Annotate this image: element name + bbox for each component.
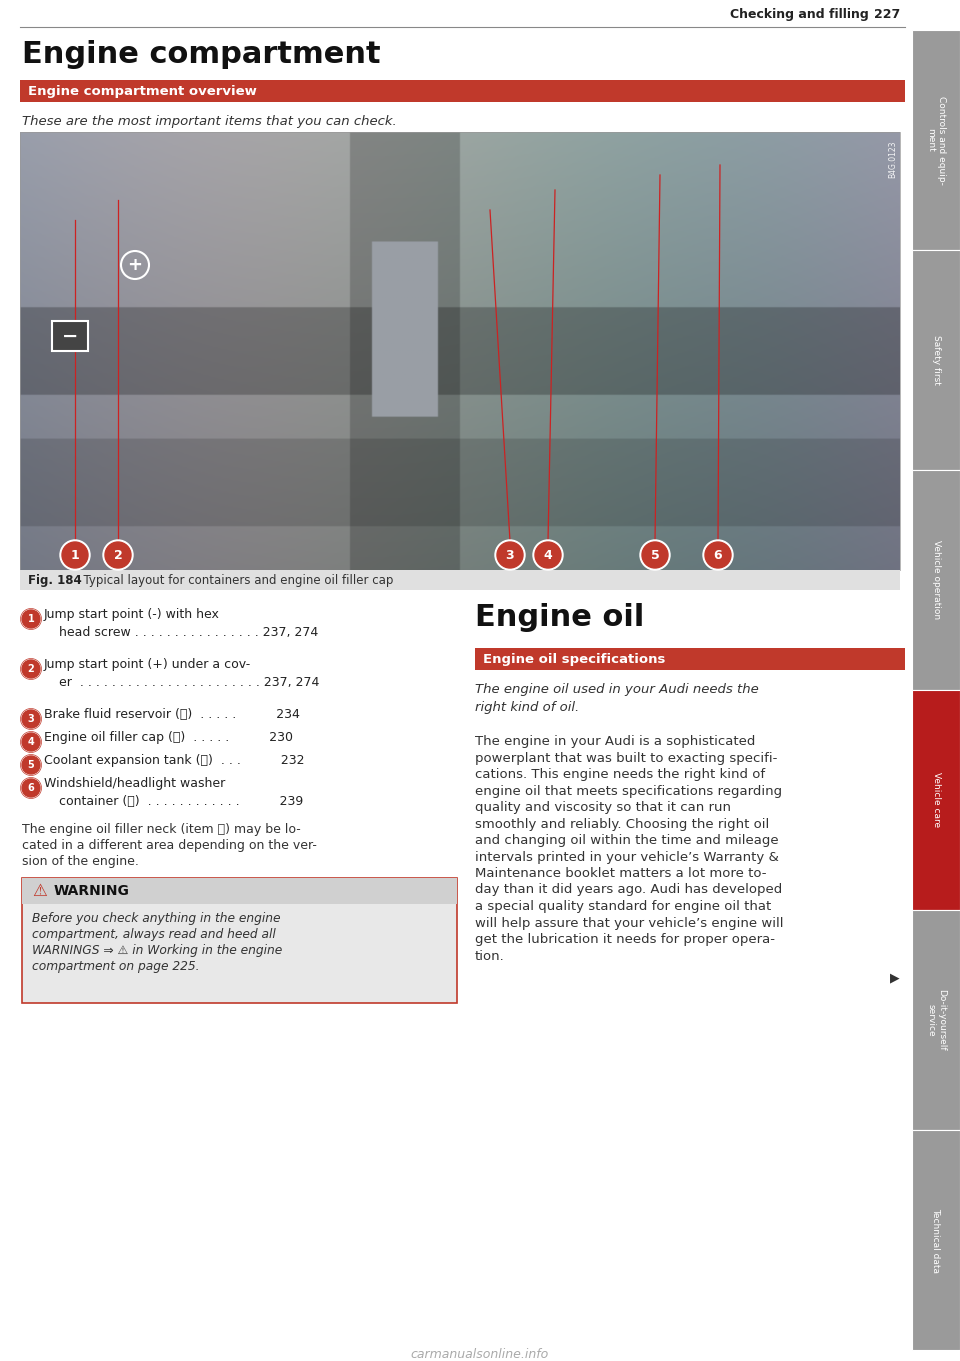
Text: 3: 3: [28, 715, 35, 724]
Circle shape: [105, 542, 131, 568]
Text: WARNINGS ⇒ ⚠ in Working in the engine: WARNINGS ⇒ ⚠ in Working in the engine: [32, 945, 282, 957]
Text: 3: 3: [506, 548, 515, 562]
Text: 5: 5: [28, 759, 35, 770]
Text: cated in a different area depending on the ver-: cated in a different area depending on t…: [22, 838, 317, 852]
Bar: [912, 250, 960, 470]
Circle shape: [62, 542, 88, 568]
Text: Engine oil: Engine oil: [475, 603, 644, 632]
Text: a special quality standard for engine oil that: a special quality standard for engine oi…: [475, 900, 771, 913]
Text: WARNING: WARNING: [54, 885, 130, 898]
Circle shape: [495, 540, 525, 570]
Bar: [20, 570, 900, 591]
Text: Vehicle care: Vehicle care: [931, 773, 941, 827]
Text: Maintenance booklet matters a lot more to-: Maintenance booklet matters a lot more t…: [475, 867, 766, 881]
Text: The engine oil used in your Audi needs the: The engine oil used in your Audi needs t…: [475, 683, 758, 695]
Text: The engine in your Audi is a sophisticated: The engine in your Audi is a sophisticat…: [475, 735, 756, 749]
Text: Brake fluid reservoir (Ⓢ)  . . . . .          234: Brake fluid reservoir (Ⓢ) . . . . . 234: [44, 708, 300, 721]
Text: Fig. 184: Fig. 184: [28, 573, 82, 587]
Text: Technical data: Technical data: [931, 1207, 941, 1273]
Text: 2: 2: [28, 664, 35, 674]
Text: 5: 5: [651, 548, 660, 562]
Text: head screw . . . . . . . . . . . . . . . . 237, 274: head screw . . . . . . . . . . . . . . .…: [59, 626, 319, 640]
Text: tion.: tion.: [475, 950, 505, 962]
Text: +: +: [128, 256, 142, 274]
Circle shape: [705, 542, 731, 568]
Bar: [912, 690, 960, 911]
Bar: [475, 648, 905, 670]
Circle shape: [642, 542, 668, 568]
Bar: [22, 878, 457, 904]
Text: Coolant expansion tank (Ⓤ)  . . .          232: Coolant expansion tank (Ⓤ) . . . 232: [44, 754, 304, 768]
Text: cations. This engine needs the right kind of: cations. This engine needs the right kin…: [475, 768, 765, 781]
Circle shape: [533, 540, 563, 570]
Text: day than it did years ago. Audi has developed: day than it did years ago. Audi has deve…: [475, 883, 782, 897]
Bar: [20, 80, 905, 102]
Circle shape: [497, 542, 523, 568]
Text: and changing oil within the time and mileage: and changing oil within the time and mil…: [475, 834, 779, 847]
Text: Jump start point (-) with hex: Jump start point (-) with hex: [44, 608, 220, 621]
Text: powerplant that was built to exacting specifi-: powerplant that was built to exacting sp…: [475, 751, 778, 765]
Circle shape: [640, 540, 670, 570]
Circle shape: [22, 778, 40, 798]
Text: −: −: [61, 327, 78, 346]
Text: B4G.0123: B4G.0123: [888, 140, 897, 177]
Circle shape: [22, 660, 40, 678]
Text: Safety first: Safety first: [931, 335, 941, 385]
Text: engine oil that meets specifications regarding: engine oil that meets specifications reg…: [475, 784, 782, 798]
Text: container (Ⓥ)  . . . . . . . . . . . .          239: container (Ⓥ) . . . . . . . . . . . . 23…: [59, 795, 303, 808]
Text: quality and viscosity so that it can run: quality and viscosity so that it can run: [475, 802, 731, 814]
Bar: [20, 132, 900, 570]
Text: 227: 227: [874, 8, 900, 20]
Text: The engine oil filler neck (item Ⓣ) may be lo-: The engine oil filler neck (item Ⓣ) may …: [22, 823, 300, 836]
Bar: [52, 321, 88, 351]
Circle shape: [535, 542, 561, 568]
Text: Engine oil filler cap (Ⓣ)  . . . . .          230: Engine oil filler cap (Ⓣ) . . . . . 230: [44, 731, 293, 744]
Circle shape: [22, 734, 40, 751]
Text: 2: 2: [113, 548, 122, 562]
Text: Windshield/headlight washer: Windshield/headlight washer: [44, 777, 226, 789]
Text: 1: 1: [28, 614, 35, 623]
Text: 4: 4: [28, 738, 35, 747]
Bar: [912, 911, 960, 1130]
Text: Engine oil specifications: Engine oil specifications: [483, 652, 665, 666]
Bar: [22, 878, 457, 1003]
Circle shape: [103, 540, 133, 570]
Text: carmanualsonline.info: carmanualsonline.info: [411, 1347, 549, 1361]
Text: compartment, always read and heed all: compartment, always read and heed all: [32, 928, 276, 940]
Text: Engine compartment: Engine compartment: [22, 39, 380, 69]
Text: 1: 1: [71, 548, 80, 562]
Text: compartment on page 225.: compartment on page 225.: [32, 960, 200, 973]
Text: ▶: ▶: [890, 970, 900, 984]
Text: 6: 6: [713, 548, 722, 562]
Text: Vehicle operation: Vehicle operation: [931, 540, 941, 619]
Text: Do-it-yourself
service: Do-it-yourself service: [926, 989, 946, 1051]
Text: Jump start point (+) under a cov-: Jump start point (+) under a cov-: [44, 657, 252, 671]
Text: will help assure that your vehicle’s engine will: will help assure that your vehicle’s eng…: [475, 916, 783, 930]
Text: right kind of oil.: right kind of oil.: [475, 701, 579, 715]
Text: 6: 6: [28, 783, 35, 793]
Circle shape: [22, 610, 40, 627]
Text: These are the most important items that you can check.: These are the most important items that …: [22, 114, 396, 128]
Text: ⚠: ⚠: [32, 882, 47, 900]
Text: Checking and filling: Checking and filling: [730, 8, 869, 20]
Circle shape: [22, 710, 40, 728]
Bar: [912, 30, 960, 250]
Circle shape: [60, 540, 90, 570]
Text: Engine compartment overview: Engine compartment overview: [28, 84, 257, 98]
Text: smoothly and reliably. Choosing the right oil: smoothly and reliably. Choosing the righ…: [475, 818, 769, 830]
Text: intervals printed in your vehicle’s Warranty &: intervals printed in your vehicle’s Warr…: [475, 851, 779, 863]
Text: Typical layout for containers and engine oil filler cap: Typical layout for containers and engine…: [76, 573, 394, 587]
Circle shape: [703, 540, 733, 570]
Text: Controls and equip-
ment: Controls and equip- ment: [926, 95, 946, 185]
Bar: [912, 470, 960, 690]
Text: get the lubrication it needs for proper opera-: get the lubrication it needs for proper …: [475, 934, 775, 946]
Text: er  . . . . . . . . . . . . . . . . . . . . . . . 237, 274: er . . . . . . . . . . . . . . . . . . .…: [59, 676, 320, 689]
Circle shape: [22, 755, 40, 774]
Text: 4: 4: [543, 548, 552, 562]
Text: Before you check anything in the engine: Before you check anything in the engine: [32, 912, 280, 925]
Text: sion of the engine.: sion of the engine.: [22, 855, 139, 868]
Bar: [912, 1130, 960, 1350]
